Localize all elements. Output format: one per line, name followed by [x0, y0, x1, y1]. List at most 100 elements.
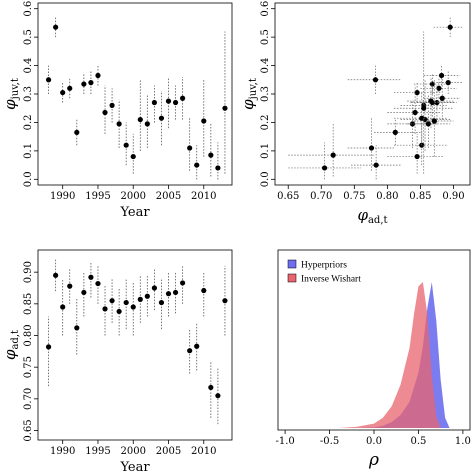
data-point — [88, 274, 94, 280]
y-tick-label: 0.4 — [23, 58, 34, 74]
y-axis-label-symbol: φ — [1, 99, 19, 110]
data-point — [421, 105, 427, 111]
data-point — [137, 296, 143, 302]
x-axis-label-subscript: ad,t — [368, 215, 388, 226]
data-point — [222, 298, 228, 304]
data-point — [215, 393, 221, 399]
data-point — [436, 85, 442, 91]
data-point — [187, 348, 193, 354]
x-tick-label: 1990 — [50, 446, 75, 457]
data-point — [123, 142, 129, 148]
data-point — [88, 80, 94, 86]
data-point — [53, 24, 59, 30]
data-point — [194, 162, 200, 168]
y-tick-label: 0.4 — [260, 58, 271, 74]
data-point — [151, 99, 157, 106]
y-tick-label: 0.2 — [260, 114, 271, 130]
data-point — [116, 308, 122, 315]
y-axis-label-subscript: juv,t — [248, 78, 259, 100]
data-point — [215, 165, 221, 171]
data-point — [165, 291, 172, 297]
data-point — [74, 325, 80, 331]
plot-frame — [37, 249, 233, 441]
y-tick-label: 0.65 — [23, 419, 34, 441]
y-axis-label: φjuv,t — [239, 78, 259, 110]
y-tick-label: 0.85 — [23, 293, 34, 315]
data-point — [222, 105, 228, 111]
data-point — [158, 115, 165, 121]
x-tick-label: 2005 — [156, 446, 181, 457]
data-point — [137, 116, 143, 123]
data-point — [414, 89, 420, 96]
data-point — [67, 283, 73, 289]
data-point — [74, 129, 80, 135]
x-tick-label: -1.0 — [275, 436, 294, 447]
data-point — [414, 153, 420, 160]
panel-3: 1990 1995 2000 2005 2010 0.65 0.70 0.75 0.80 0.85… — [1, 249, 233, 474]
data-point — [429, 99, 435, 106]
data-point — [158, 299, 165, 306]
data-point — [187, 145, 193, 151]
x-tick-label: 0.70 — [310, 191, 332, 202]
y-tick-label: 0.90 — [23, 261, 34, 283]
data-point — [201, 287, 207, 294]
x-axis-label: Year — [119, 460, 150, 474]
panel-1: 1990 1995 2000 2005 2010 0.0 0.1 0.2 0.3 0.4 0.5 0.… — [1, 1, 233, 220]
y-tick-label: 0.80 — [23, 324, 34, 346]
x-tick-label: 0.0 — [366, 436, 382, 447]
data-point — [409, 121, 416, 127]
data-point — [81, 81, 87, 87]
x-tick-label: 0.65 — [277, 191, 299, 202]
data-point — [419, 115, 425, 121]
legend-label: Hyperpriors — [301, 261, 347, 271]
x-tick-label: 2010 — [191, 191, 216, 202]
y-tick-label: 0.75 — [23, 356, 34, 378]
data-point — [172, 99, 179, 106]
data-point — [109, 102, 115, 108]
data-point — [165, 98, 172, 104]
data-point — [321, 165, 328, 171]
data-point — [180, 95, 186, 101]
data-point — [425, 121, 431, 127]
data-point — [95, 72, 101, 79]
data-point — [439, 95, 445, 101]
data-point — [53, 272, 59, 278]
x-tick-label: 2005 — [156, 191, 181, 202]
data-point — [445, 80, 451, 86]
data-point — [102, 109, 108, 116]
data-point — [447, 24, 453, 30]
y-tick-label: 0.70 — [23, 388, 34, 410]
y-tick-label: 0.5 — [23, 29, 34, 45]
y-tick-label: 0.6 — [260, 1, 271, 17]
density-inverse-wishart — [338, 282, 441, 428]
x-tick-label: 2010 — [191, 446, 216, 457]
x-tick-label: 1995 — [85, 191, 110, 202]
y-axis-label-subscript: juv,t — [10, 78, 21, 100]
data-point — [116, 121, 122, 127]
y-axis-label-symbol: φ — [1, 349, 19, 360]
data-point — [373, 162, 379, 168]
data-point — [130, 304, 136, 310]
data-point — [67, 85, 73, 91]
data-point — [81, 289, 87, 296]
plot-frame — [274, 2, 471, 186]
data-point — [144, 121, 150, 127]
data-point — [180, 280, 186, 286]
data-point — [194, 343, 200, 349]
data-point — [45, 344, 52, 350]
y-axis-label: φjuv,t — [1, 78, 21, 110]
x-axis-label: φad,t — [357, 206, 387, 226]
data-point — [45, 77, 52, 83]
data-point — [431, 118, 437, 124]
x-axis-label-symbol: φ — [357, 206, 368, 224]
y-axis-label-subscript: ad,t — [10, 330, 21, 350]
y-axis-label-symbol: φ — [239, 99, 257, 110]
x-tick-label: -0.5 — [320, 436, 339, 447]
x-tick-label: 1.0 — [455, 436, 471, 447]
data-point — [60, 89, 66, 96]
y-tick-label: 0.3 — [260, 86, 271, 102]
y-axis-label: φad,t — [1, 330, 21, 360]
y-tick-label: 0.3 — [23, 86, 34, 102]
x-tick-label: 0.90 — [442, 191, 464, 202]
